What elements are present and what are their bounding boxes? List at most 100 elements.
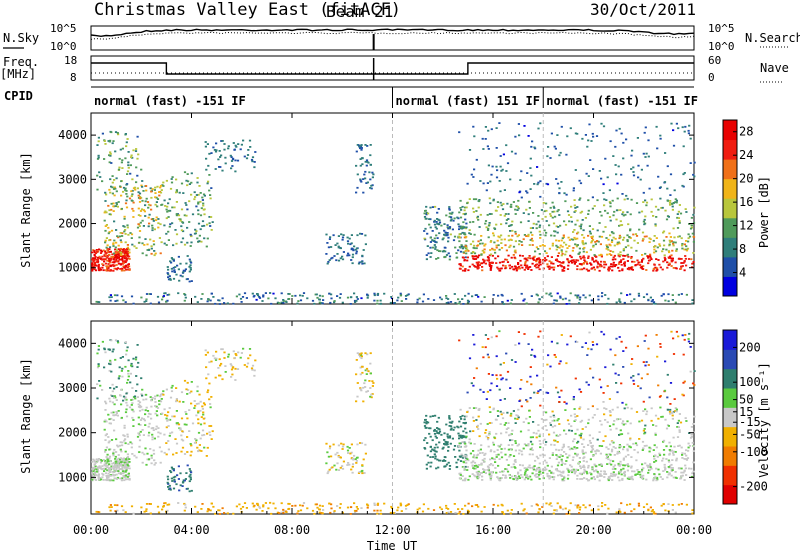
power-cell xyxy=(622,141,625,144)
velocity-cell xyxy=(446,435,449,438)
velocity-cell xyxy=(550,470,553,473)
power-cell xyxy=(593,254,596,256)
velocity-cell xyxy=(190,471,193,474)
velocity-cell xyxy=(208,361,211,364)
velocity-cell xyxy=(177,478,180,480)
velocity-cell xyxy=(555,448,558,451)
velocity-cell xyxy=(429,450,432,453)
velocity-cell xyxy=(356,395,359,398)
power-cell xyxy=(101,180,104,183)
velocity-cell xyxy=(524,470,527,473)
power-cell xyxy=(116,235,119,238)
power-cell xyxy=(321,295,324,298)
velocity-cell xyxy=(112,454,115,457)
power-cell xyxy=(519,259,522,262)
velocity-cell xyxy=(645,413,648,416)
velocity-cell xyxy=(581,346,584,348)
power-cell xyxy=(514,267,517,270)
velocity-cell xyxy=(557,418,560,420)
power-cell xyxy=(596,199,599,202)
power-cell xyxy=(481,242,484,245)
power-cell xyxy=(654,245,657,247)
power-cell xyxy=(660,294,663,297)
velocity-cell xyxy=(511,444,514,446)
velocity-cell xyxy=(670,474,673,477)
velocity-cell xyxy=(505,468,509,471)
power-cell xyxy=(600,295,604,298)
velocity-cell xyxy=(102,459,105,461)
power-cell xyxy=(333,301,336,304)
velocity-cell xyxy=(466,458,469,461)
power-cell xyxy=(91,262,94,265)
power-cell xyxy=(630,256,633,258)
power-cell xyxy=(117,250,120,253)
velocity-cell xyxy=(484,429,488,431)
velocity-cell xyxy=(687,449,690,452)
velocity-cell xyxy=(527,443,530,445)
velocity-cell xyxy=(664,418,667,421)
velocity-cell xyxy=(173,478,176,481)
power-cell xyxy=(558,192,561,194)
power-cell xyxy=(592,245,595,248)
power-cell xyxy=(360,233,364,235)
power-cell xyxy=(150,208,153,211)
power-cell xyxy=(147,225,150,228)
power-cell xyxy=(609,244,612,247)
velocity-cell xyxy=(361,371,364,374)
power-cell xyxy=(626,240,629,243)
velocity-cell xyxy=(642,361,645,363)
power-cell xyxy=(153,228,156,231)
power-cell xyxy=(561,237,564,240)
power-cell xyxy=(587,209,590,212)
power-cell xyxy=(530,145,533,148)
velocity-cell xyxy=(511,439,514,441)
velocity-cell xyxy=(604,473,608,475)
velocity-cell xyxy=(125,468,128,471)
power-cell xyxy=(622,211,625,214)
velocity-cell xyxy=(479,388,482,391)
velocity-cell xyxy=(464,465,467,468)
power-cell xyxy=(124,301,127,303)
velocity-cell xyxy=(234,353,237,355)
velocity-cell xyxy=(674,471,677,473)
power-cell xyxy=(109,294,112,296)
power-cell xyxy=(169,223,172,226)
velocity-cell xyxy=(347,462,350,464)
power-cell xyxy=(517,123,520,125)
power-cell xyxy=(670,240,673,242)
velocity-cell xyxy=(179,472,182,475)
power-cell xyxy=(457,302,460,305)
power-cell xyxy=(165,208,168,211)
velocity-cell xyxy=(118,458,122,461)
velocity-cell xyxy=(159,432,162,435)
power-cell xyxy=(587,213,590,215)
power-cell xyxy=(584,242,587,245)
power-cell xyxy=(685,240,688,242)
power-cell xyxy=(96,259,99,261)
power-cell xyxy=(457,249,460,252)
power-cell xyxy=(359,164,362,167)
power-cell xyxy=(215,149,218,152)
velocity-cell xyxy=(444,440,447,443)
velocity-cell xyxy=(464,442,467,445)
power-cell xyxy=(462,256,465,259)
power-cell xyxy=(561,269,564,272)
velocity-cell xyxy=(144,424,147,426)
velocity-cell xyxy=(589,442,592,444)
power-cell xyxy=(100,268,103,271)
velocity-cell xyxy=(152,429,155,431)
velocity-cell xyxy=(127,372,130,375)
power-cell xyxy=(147,216,150,219)
power-cell xyxy=(590,267,593,270)
power-cell xyxy=(552,302,555,305)
power-cell xyxy=(347,242,350,245)
velocity-cell xyxy=(423,425,427,427)
velocity-cell xyxy=(447,449,450,452)
velocity-cell xyxy=(433,446,436,449)
power-cell xyxy=(565,243,568,246)
velocity-cell xyxy=(589,458,592,461)
velocity-cell xyxy=(688,332,691,335)
power-cell xyxy=(647,256,650,259)
power-cell xyxy=(618,127,621,130)
power-cell xyxy=(685,293,688,296)
